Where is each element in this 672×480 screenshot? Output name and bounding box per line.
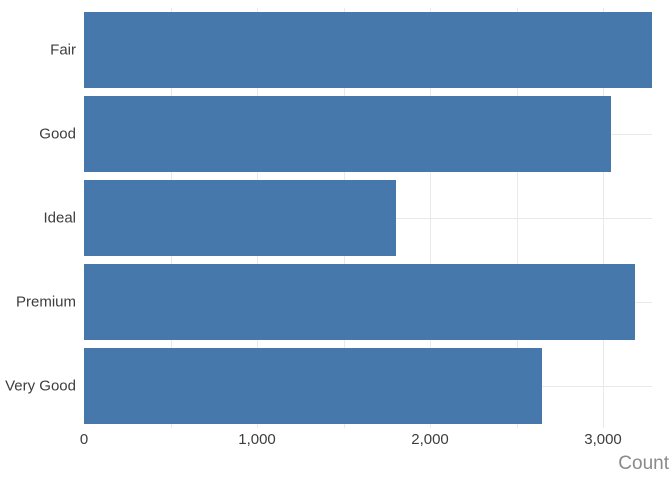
bar-fair (84, 12, 652, 88)
x-axis-title: Count (618, 453, 669, 474)
bar-ideal (84, 180, 396, 256)
bar-premium (84, 264, 635, 340)
x-tick-label-1000: 1,000 (238, 431, 276, 448)
y-tick-label-good: Good (39, 125, 76, 143)
x-tick-label-2000: 2,000 (411, 431, 449, 448)
y-tick-label-fair: Fair (50, 41, 76, 59)
x-tick-label-0: 0 (79, 431, 89, 448)
y-tick-label-very-good: Very Good (5, 377, 76, 395)
y-tick-label-premium: Premium (15, 293, 76, 311)
bar-good (84, 96, 611, 172)
y-tick-label-ideal: Ideal (43, 209, 76, 227)
bar-very-good (84, 348, 542, 424)
x-tick-label-3000: 3,000 (584, 431, 622, 448)
plot-area (84, 8, 652, 428)
